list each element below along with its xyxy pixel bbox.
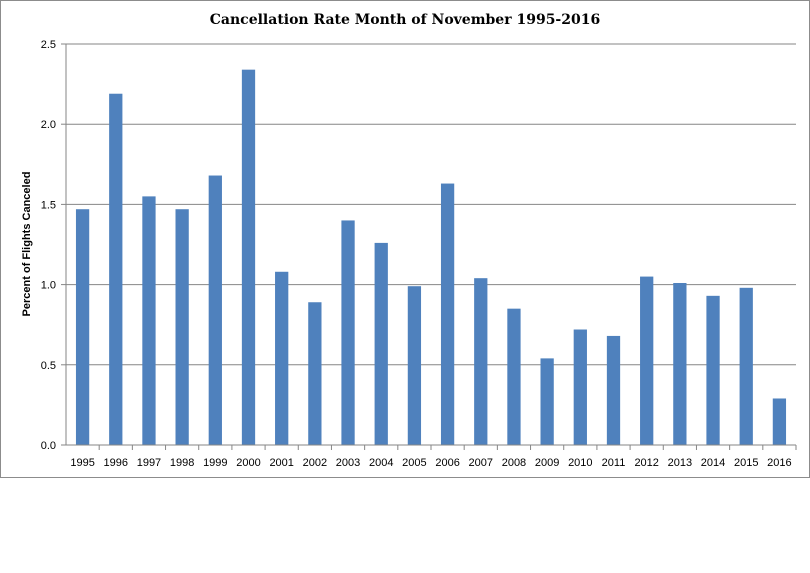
chart-title: Cancellation Rate Month of November 1995… <box>210 12 600 28</box>
bar-2009 <box>540 358 554 445</box>
x-tick-label: 2009 <box>535 457 559 469</box>
y-tick-label: 2.0 <box>41 119 56 131</box>
bars <box>75 69 787 445</box>
x-tick-label: 2004 <box>369 457 393 469</box>
x-tick-label: 2006 <box>435 457 459 469</box>
bar-2010 <box>573 329 587 445</box>
x-tick-label: 1995 <box>70 457 94 469</box>
x-tick-label: 2013 <box>668 457 692 469</box>
x-tick-label: 2001 <box>269 457 293 469</box>
y-tick-labels: 0.0 0.5 1.0 1.5 2.0 2.5 <box>41 39 56 452</box>
x-tick-label: 2011 <box>602 457 626 469</box>
x-tick-label: 2015 <box>734 457 758 469</box>
y-tick-label: 1.5 <box>41 199 56 211</box>
x-tick-label: 2007 <box>469 457 493 469</box>
y-tick-label: 0.5 <box>41 360 56 372</box>
x-tick-label: 1999 <box>203 457 227 469</box>
x-tick-label: 2002 <box>303 457 327 469</box>
bar-2000 <box>241 69 256 445</box>
bar-2014 <box>706 295 720 445</box>
bar-2008 <box>507 308 521 445</box>
bar-1998 <box>175 209 189 445</box>
bar-2015 <box>739 287 753 445</box>
bar-1997 <box>142 196 156 445</box>
x-tick-label: 1997 <box>137 457 161 469</box>
x-tick-label: 2010 <box>568 457 592 469</box>
y-axis-label: Percent of Flights Canceled <box>21 172 33 317</box>
y-tick-label: 1.0 <box>41 280 56 292</box>
x-tick-label: 2008 <box>502 457 526 469</box>
bar-2001 <box>275 271 289 445</box>
x-tick-label: 2014 <box>701 457 725 469</box>
x-tick-label: 1996 <box>104 457 128 469</box>
x-tick-label: 2016 <box>767 457 791 469</box>
bar-1996 <box>109 93 123 445</box>
bar-2016 <box>772 398 787 445</box>
bar-2006 <box>440 183 455 445</box>
bar-2013 <box>673 282 687 445</box>
bar-1995 <box>75 209 90 445</box>
x-tick-label: 2003 <box>336 457 360 469</box>
x-tick-label: 2012 <box>634 457 658 469</box>
x-tick-label: 2005 <box>402 457 426 469</box>
x-tick-label: 2000 <box>236 457 260 469</box>
bar-2005 <box>407 286 422 445</box>
bar-2007 <box>474 278 488 445</box>
bar-2004 <box>374 242 388 445</box>
x-tick-labels: 1995 1996 1997 1998 1999 2000 2001 2002 2003 2004… <box>70 457 791 469</box>
y-tick-label: 2.5 <box>41 39 56 51</box>
y-tick-label: 0.0 <box>41 440 56 452</box>
bar-2011 <box>606 335 621 445</box>
bar-2012 <box>640 276 654 445</box>
bar-1999 <box>208 175 222 445</box>
x-tick-label: 1998 <box>170 457 194 469</box>
bar-2002 <box>308 302 322 445</box>
bar-2003 <box>341 220 355 445</box>
